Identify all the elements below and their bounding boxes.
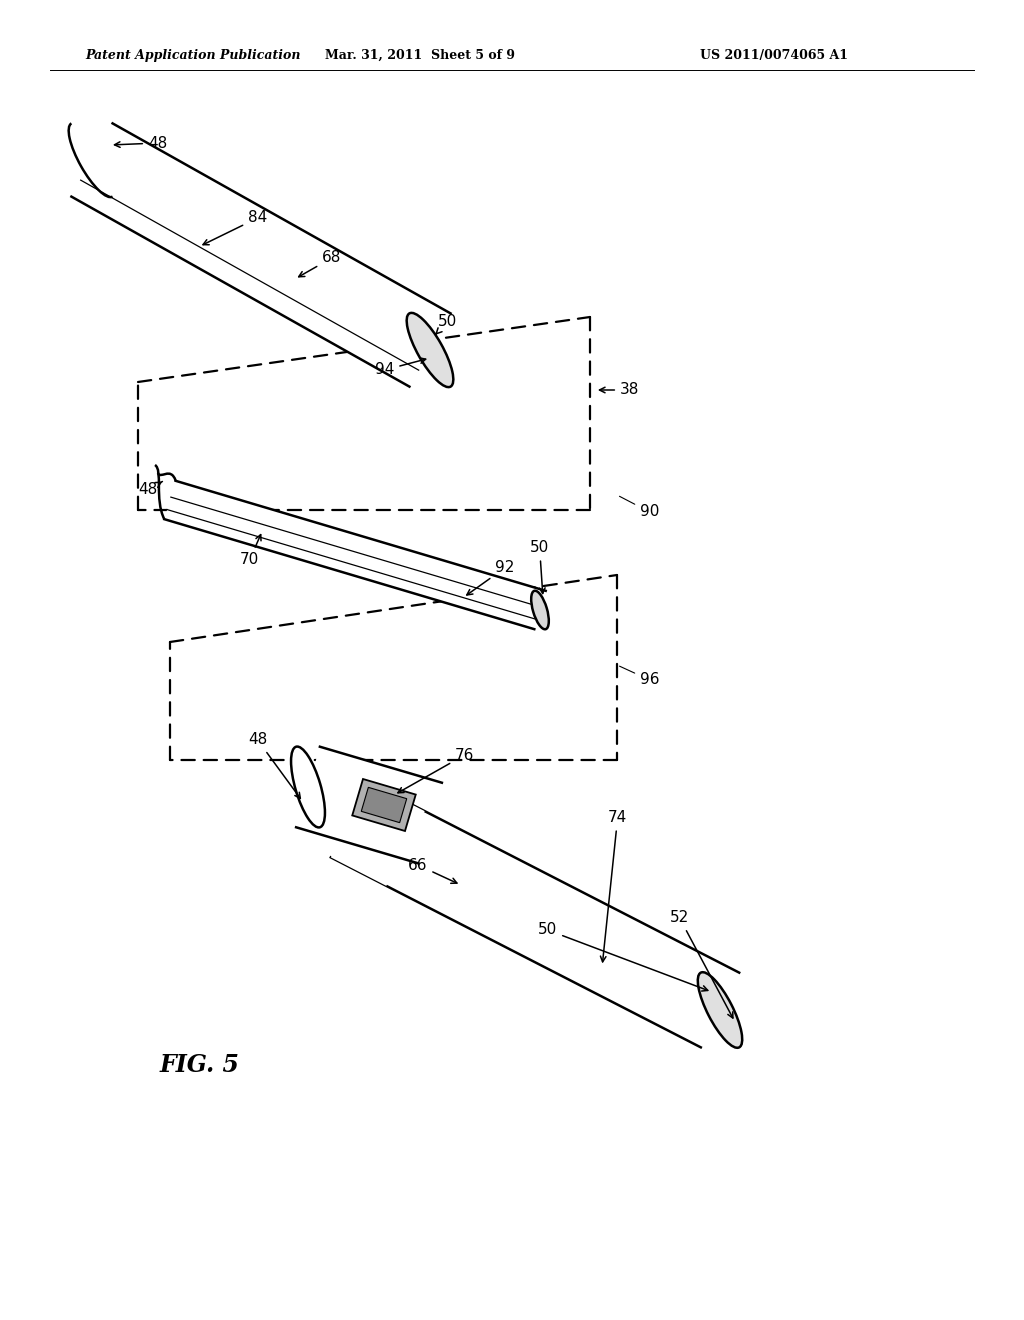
Text: 70: 70 <box>240 535 261 568</box>
Polygon shape <box>331 783 425 886</box>
Text: 96: 96 <box>620 667 659 688</box>
Text: 52: 52 <box>670 911 733 1018</box>
Ellipse shape <box>407 313 454 387</box>
Text: 74: 74 <box>600 810 628 962</box>
Text: 66: 66 <box>408 858 457 883</box>
Ellipse shape <box>291 747 325 828</box>
Text: Mar. 31, 2011  Sheet 5 of 9: Mar. 31, 2011 Sheet 5 of 9 <box>325 49 515 62</box>
Polygon shape <box>352 779 416 832</box>
Ellipse shape <box>697 973 742 1048</box>
Polygon shape <box>164 480 546 630</box>
Polygon shape <box>72 123 451 387</box>
Text: 50: 50 <box>538 923 708 991</box>
Text: 48: 48 <box>248 733 300 799</box>
Text: 38: 38 <box>599 383 639 397</box>
Polygon shape <box>361 787 407 822</box>
Text: 48: 48 <box>138 482 163 498</box>
Text: US 2011/0074065 A1: US 2011/0074065 A1 <box>700 49 848 62</box>
Text: Patent Application Publication: Patent Application Publication <box>85 49 300 62</box>
Text: 50: 50 <box>530 540 549 594</box>
Text: 76: 76 <box>398 747 474 793</box>
Text: 50: 50 <box>435 314 458 334</box>
Polygon shape <box>331 783 739 1047</box>
Text: 84: 84 <box>203 210 267 244</box>
Text: 68: 68 <box>299 251 341 277</box>
Text: 48: 48 <box>115 136 167 150</box>
Text: FIG. 5: FIG. 5 <box>160 1053 240 1077</box>
Ellipse shape <box>531 591 549 630</box>
Text: 94: 94 <box>375 358 426 378</box>
Polygon shape <box>296 747 442 863</box>
Text: 92: 92 <box>467 561 514 595</box>
Text: 90: 90 <box>620 496 659 520</box>
